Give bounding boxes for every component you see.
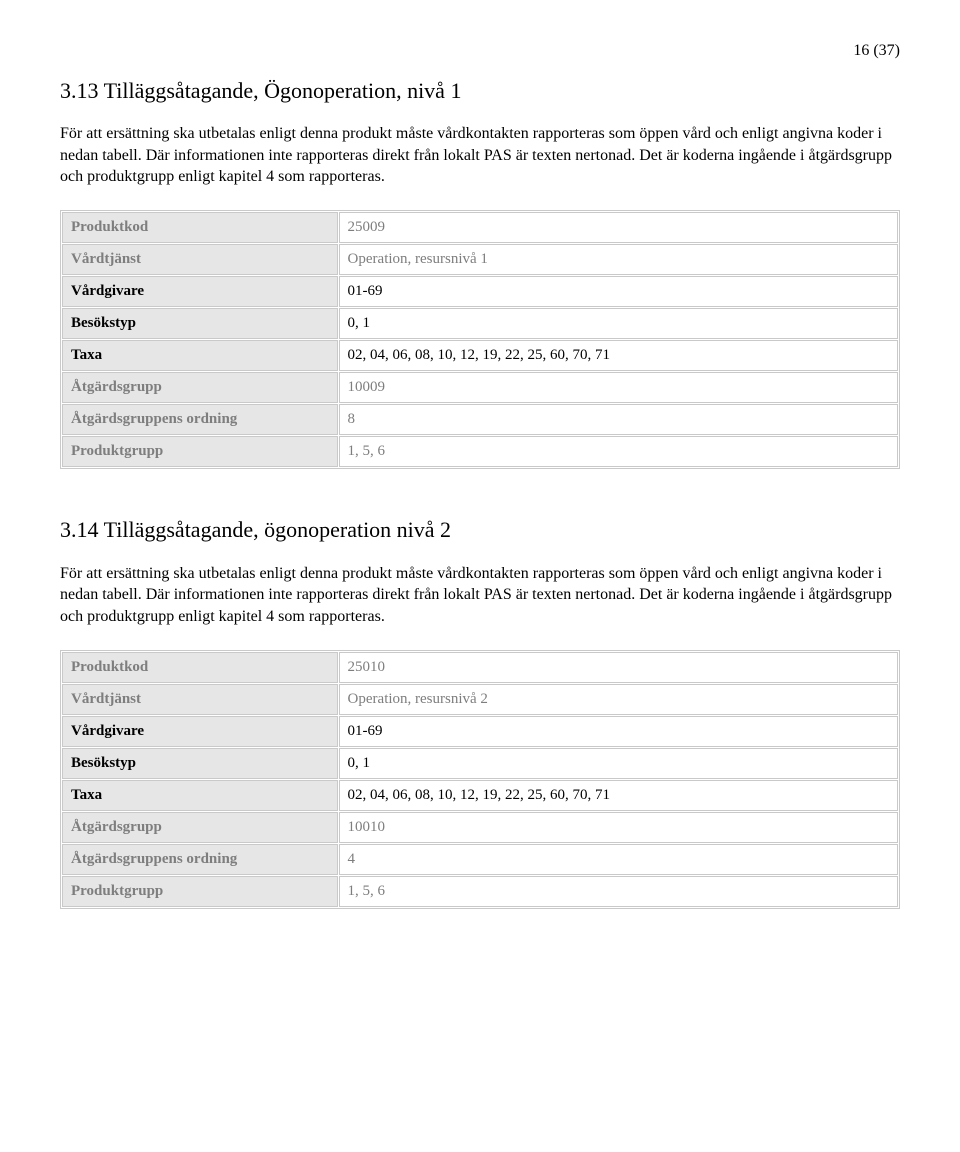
table-cell-key: Besökstyp bbox=[62, 308, 338, 339]
table-cell-key: Besökstyp bbox=[62, 748, 338, 779]
table-cell-value: 0, 1 bbox=[339, 748, 898, 779]
table-cell-key: Vårdgivare bbox=[62, 276, 338, 307]
table-cell-key: Åtgärdsgruppens ordning bbox=[62, 844, 338, 875]
section-title-1: 3.13 Tilläggsåtagande, Ögonoperation, ni… bbox=[60, 76, 900, 106]
table-cell-value: 02, 04, 06, 08, 10, 12, 19, 22, 25, 60, … bbox=[339, 780, 898, 811]
section-title-2: 3.14 Tilläggsåtagande, ögonoperation niv… bbox=[60, 515, 900, 545]
table-cell-value: 10009 bbox=[339, 372, 898, 403]
table-cell-key: Produktgrupp bbox=[62, 876, 338, 907]
table-row: Åtgärdsgrupp10009 bbox=[62, 372, 898, 403]
table-row: Besökstyp0, 1 bbox=[62, 308, 898, 339]
table-cell-key: Åtgärdsgruppens ordning bbox=[62, 404, 338, 435]
table-cell-value: 01-69 bbox=[339, 276, 898, 307]
table-row: Produktgrupp1, 5, 6 bbox=[62, 876, 898, 907]
table-cell-value: Operation, resursnivå 1 bbox=[339, 244, 898, 275]
product-table-1: Produktkod25009VårdtjänstOperation, resu… bbox=[60, 210, 900, 469]
table-cell-value: 25009 bbox=[339, 212, 898, 243]
section-paragraph-1: För att ersättning ska utbetalas enligt … bbox=[60, 123, 900, 188]
table-cell-key: Produktkod bbox=[62, 652, 338, 683]
table-cell-value: 25010 bbox=[339, 652, 898, 683]
table-cell-key: Produktkod bbox=[62, 212, 338, 243]
table-cell-value: 1, 5, 6 bbox=[339, 876, 898, 907]
table-row: Åtgärdsgruppens ordning4 bbox=[62, 844, 898, 875]
table-cell-key: Åtgärdsgrupp bbox=[62, 372, 338, 403]
table-cell-value: Operation, resursnivå 2 bbox=[339, 684, 898, 715]
table-row: Taxa02, 04, 06, 08, 10, 12, 19, 22, 25, … bbox=[62, 780, 898, 811]
table-cell-key: Taxa bbox=[62, 780, 338, 811]
table-row: Produktkod25009 bbox=[62, 212, 898, 243]
table-cell-key: Taxa bbox=[62, 340, 338, 371]
table-row: VårdtjänstOperation, resursnivå 2 bbox=[62, 684, 898, 715]
table-cell-value: 01-69 bbox=[339, 716, 898, 747]
table-cell-value: 02, 04, 06, 08, 10, 12, 19, 22, 25, 60, … bbox=[339, 340, 898, 371]
table-cell-value: 10010 bbox=[339, 812, 898, 843]
table-cell-key: Åtgärdsgrupp bbox=[62, 812, 338, 843]
table-row: VårdtjänstOperation, resursnivå 1 bbox=[62, 244, 898, 275]
table-cell-key: Vårdtjänst bbox=[62, 684, 338, 715]
table-row: Produktkod25010 bbox=[62, 652, 898, 683]
table-row: Vårdgivare01-69 bbox=[62, 716, 898, 747]
table-row: Besökstyp0, 1 bbox=[62, 748, 898, 779]
product-table-2: Produktkod25010VårdtjänstOperation, resu… bbox=[60, 650, 900, 909]
table-row: Vårdgivare01-69 bbox=[62, 276, 898, 307]
table-row: Taxa02, 04, 06, 08, 10, 12, 19, 22, 25, … bbox=[62, 340, 898, 371]
table-cell-value: 1, 5, 6 bbox=[339, 436, 898, 467]
table-cell-value: 8 bbox=[339, 404, 898, 435]
section-paragraph-2: För att ersättning ska utbetalas enligt … bbox=[60, 563, 900, 628]
table-cell-key: Vårdtjänst bbox=[62, 244, 338, 275]
table-cell-key: Vårdgivare bbox=[62, 716, 338, 747]
table-cell-value: 4 bbox=[339, 844, 898, 875]
table-row: Åtgärdsgrupp10010 bbox=[62, 812, 898, 843]
page-number: 16 (37) bbox=[60, 40, 900, 62]
table-cell-key: Produktgrupp bbox=[62, 436, 338, 467]
table-row: Åtgärdsgruppens ordning8 bbox=[62, 404, 898, 435]
table-row: Produktgrupp1, 5, 6 bbox=[62, 436, 898, 467]
table-cell-value: 0, 1 bbox=[339, 308, 898, 339]
